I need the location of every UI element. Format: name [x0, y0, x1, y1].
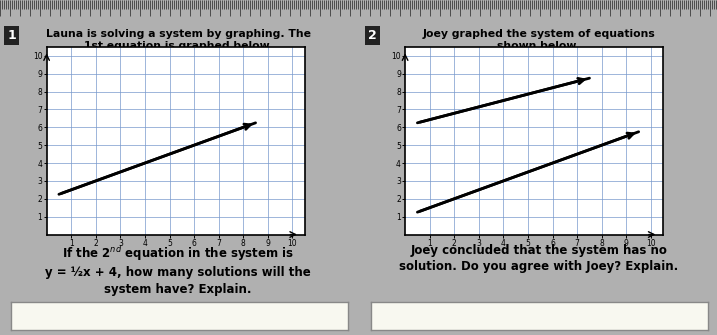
Text: Joey graphed the system of equations
shown below.: Joey graphed the system of equations sho…	[422, 28, 655, 51]
Text: Launa is solving a system by graphing. The
1st equation is graphed below.: Launa is solving a system by graphing. T…	[46, 28, 310, 51]
Text: 1: 1	[7, 28, 16, 42]
Text: If the 2$^{nd}$ equation in the system is
y = ½x + 4, how many solutions will th: If the 2$^{nd}$ equation in the system i…	[45, 244, 311, 296]
Text: Joey concluded that the system has no
solution. Do you agree with Joey? Explain.: Joey concluded that the system has no so…	[399, 244, 678, 273]
Text: 2: 2	[368, 28, 376, 42]
